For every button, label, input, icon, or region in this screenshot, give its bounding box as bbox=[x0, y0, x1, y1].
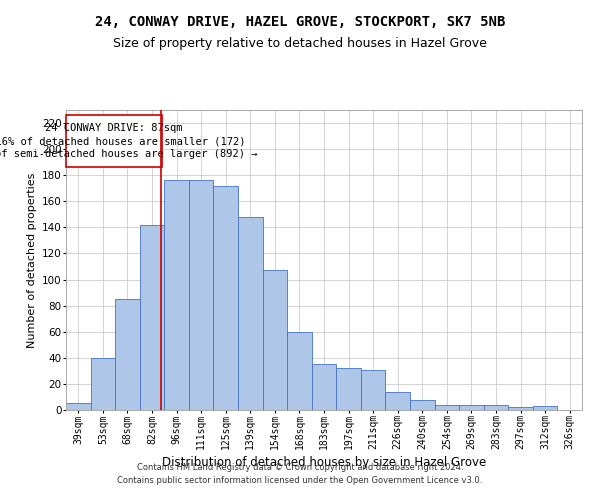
Bar bbox=[336, 368, 361, 410]
Text: 24 CONWAY DRIVE: 87sqm: 24 CONWAY DRIVE: 87sqm bbox=[45, 123, 183, 133]
Text: 24, CONWAY DRIVE, HAZEL GROVE, STOCKPORT, SK7 5NB: 24, CONWAY DRIVE, HAZEL GROVE, STOCKPORT… bbox=[95, 15, 505, 29]
Bar bbox=[164, 180, 189, 410]
Text: ← 16% of detached houses are smaller (172): ← 16% of detached houses are smaller (17… bbox=[0, 136, 245, 146]
Bar bbox=[385, 392, 410, 410]
Y-axis label: Number of detached properties: Number of detached properties bbox=[26, 172, 37, 348]
Bar bbox=[533, 406, 557, 410]
Bar bbox=[66, 404, 91, 410]
Bar bbox=[263, 270, 287, 410]
Bar bbox=[508, 408, 533, 410]
Bar bbox=[91, 358, 115, 410]
Bar bbox=[361, 370, 385, 410]
Bar bbox=[238, 217, 263, 410]
Bar bbox=[312, 364, 336, 410]
Text: Size of property relative to detached houses in Hazel Grove: Size of property relative to detached ho… bbox=[113, 38, 487, 51]
X-axis label: Distribution of detached houses by size in Hazel Grove: Distribution of detached houses by size … bbox=[162, 456, 486, 469]
Bar bbox=[410, 400, 434, 410]
Bar bbox=[434, 405, 459, 410]
Bar bbox=[140, 225, 164, 410]
Text: Contains HM Land Registry data © Crown copyright and database right 2024.
Contai: Contains HM Land Registry data © Crown c… bbox=[118, 464, 482, 485]
Bar bbox=[214, 186, 238, 410]
Bar bbox=[115, 299, 140, 410]
Bar bbox=[459, 405, 484, 410]
Bar bbox=[189, 180, 214, 410]
Bar bbox=[66, 115, 162, 168]
Bar bbox=[484, 405, 508, 410]
Text: 84% of semi-detached houses are larger (892) →: 84% of semi-detached houses are larger (… bbox=[0, 149, 258, 159]
Bar bbox=[287, 332, 312, 410]
